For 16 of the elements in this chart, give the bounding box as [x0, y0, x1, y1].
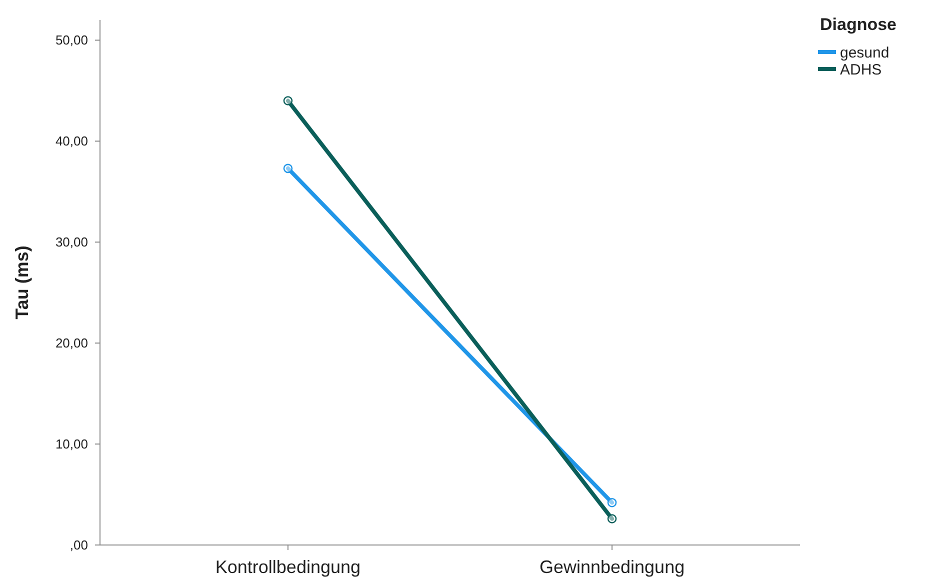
y-tick-label: 40,00 — [55, 134, 88, 149]
y-tick-label: 10,00 — [55, 436, 88, 452]
y-tick-label: 50,00 — [55, 32, 88, 48]
point — [607, 498, 617, 508]
point — [607, 514, 617, 524]
point — [283, 96, 293, 106]
y-tick-label: 20,00 — [55, 336, 88, 351]
legend-label: gesund — [840, 44, 890, 62]
legend-title: Diagnose — [820, 15, 897, 34]
x-tick-label: Kontrollbedingung — [215, 557, 361, 577]
y-tick-label: ,00 — [70, 538, 88, 553]
legend-label: ADHS — [840, 61, 882, 78]
y-tick-label: 30,00 — [55, 234, 88, 250]
point — [283, 164, 293, 174]
x-tick-label: Gewinnbedingung — [539, 557, 685, 577]
y-axis-title: Tau (ms) — [12, 246, 32, 320]
